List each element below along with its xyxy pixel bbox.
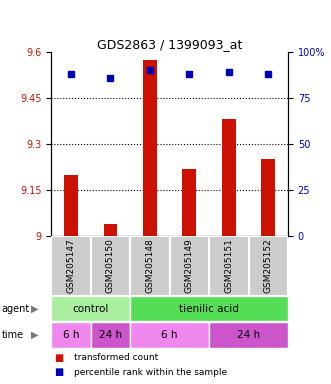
Text: control: control [72,303,109,314]
Bar [130,296,288,321]
Bar [169,236,209,296]
Bar [222,119,236,236]
Text: GSM205152: GSM205152 [264,238,273,293]
Bar [91,236,130,296]
Bar [91,322,130,348]
Bar [51,236,91,296]
Text: GSM205148: GSM205148 [145,238,155,293]
Bar [209,322,288,348]
Text: GSM205147: GSM205147 [67,238,75,293]
Bar [209,236,249,296]
Bar [261,159,275,236]
Bar [249,236,288,296]
Text: 6 h: 6 h [63,329,79,340]
Text: agent: agent [2,303,30,314]
Bar [104,224,118,236]
Bar [143,60,157,236]
Text: ■: ■ [55,367,64,377]
Text: GSM205151: GSM205151 [224,238,233,293]
Bar [182,169,196,236]
Text: 24 h: 24 h [99,329,122,340]
Text: ▶: ▶ [31,329,38,340]
Text: tienilic acid: tienilic acid [179,303,239,314]
Bar [51,322,91,348]
Text: time: time [2,329,24,340]
Bar [51,296,130,321]
Text: ▶: ▶ [31,303,38,314]
Bar [64,175,78,236]
Text: 6 h: 6 h [162,329,178,340]
Text: transformed count: transformed count [74,353,159,362]
Text: GSM205149: GSM205149 [185,238,194,293]
Text: ■: ■ [55,353,64,363]
Bar [130,322,209,348]
Text: percentile rank within the sample: percentile rank within the sample [74,368,228,377]
Text: 24 h: 24 h [237,329,260,340]
Text: GSM205150: GSM205150 [106,238,115,293]
Bar [130,236,169,296]
Title: GDS2863 / 1399093_at: GDS2863 / 1399093_at [97,38,242,51]
